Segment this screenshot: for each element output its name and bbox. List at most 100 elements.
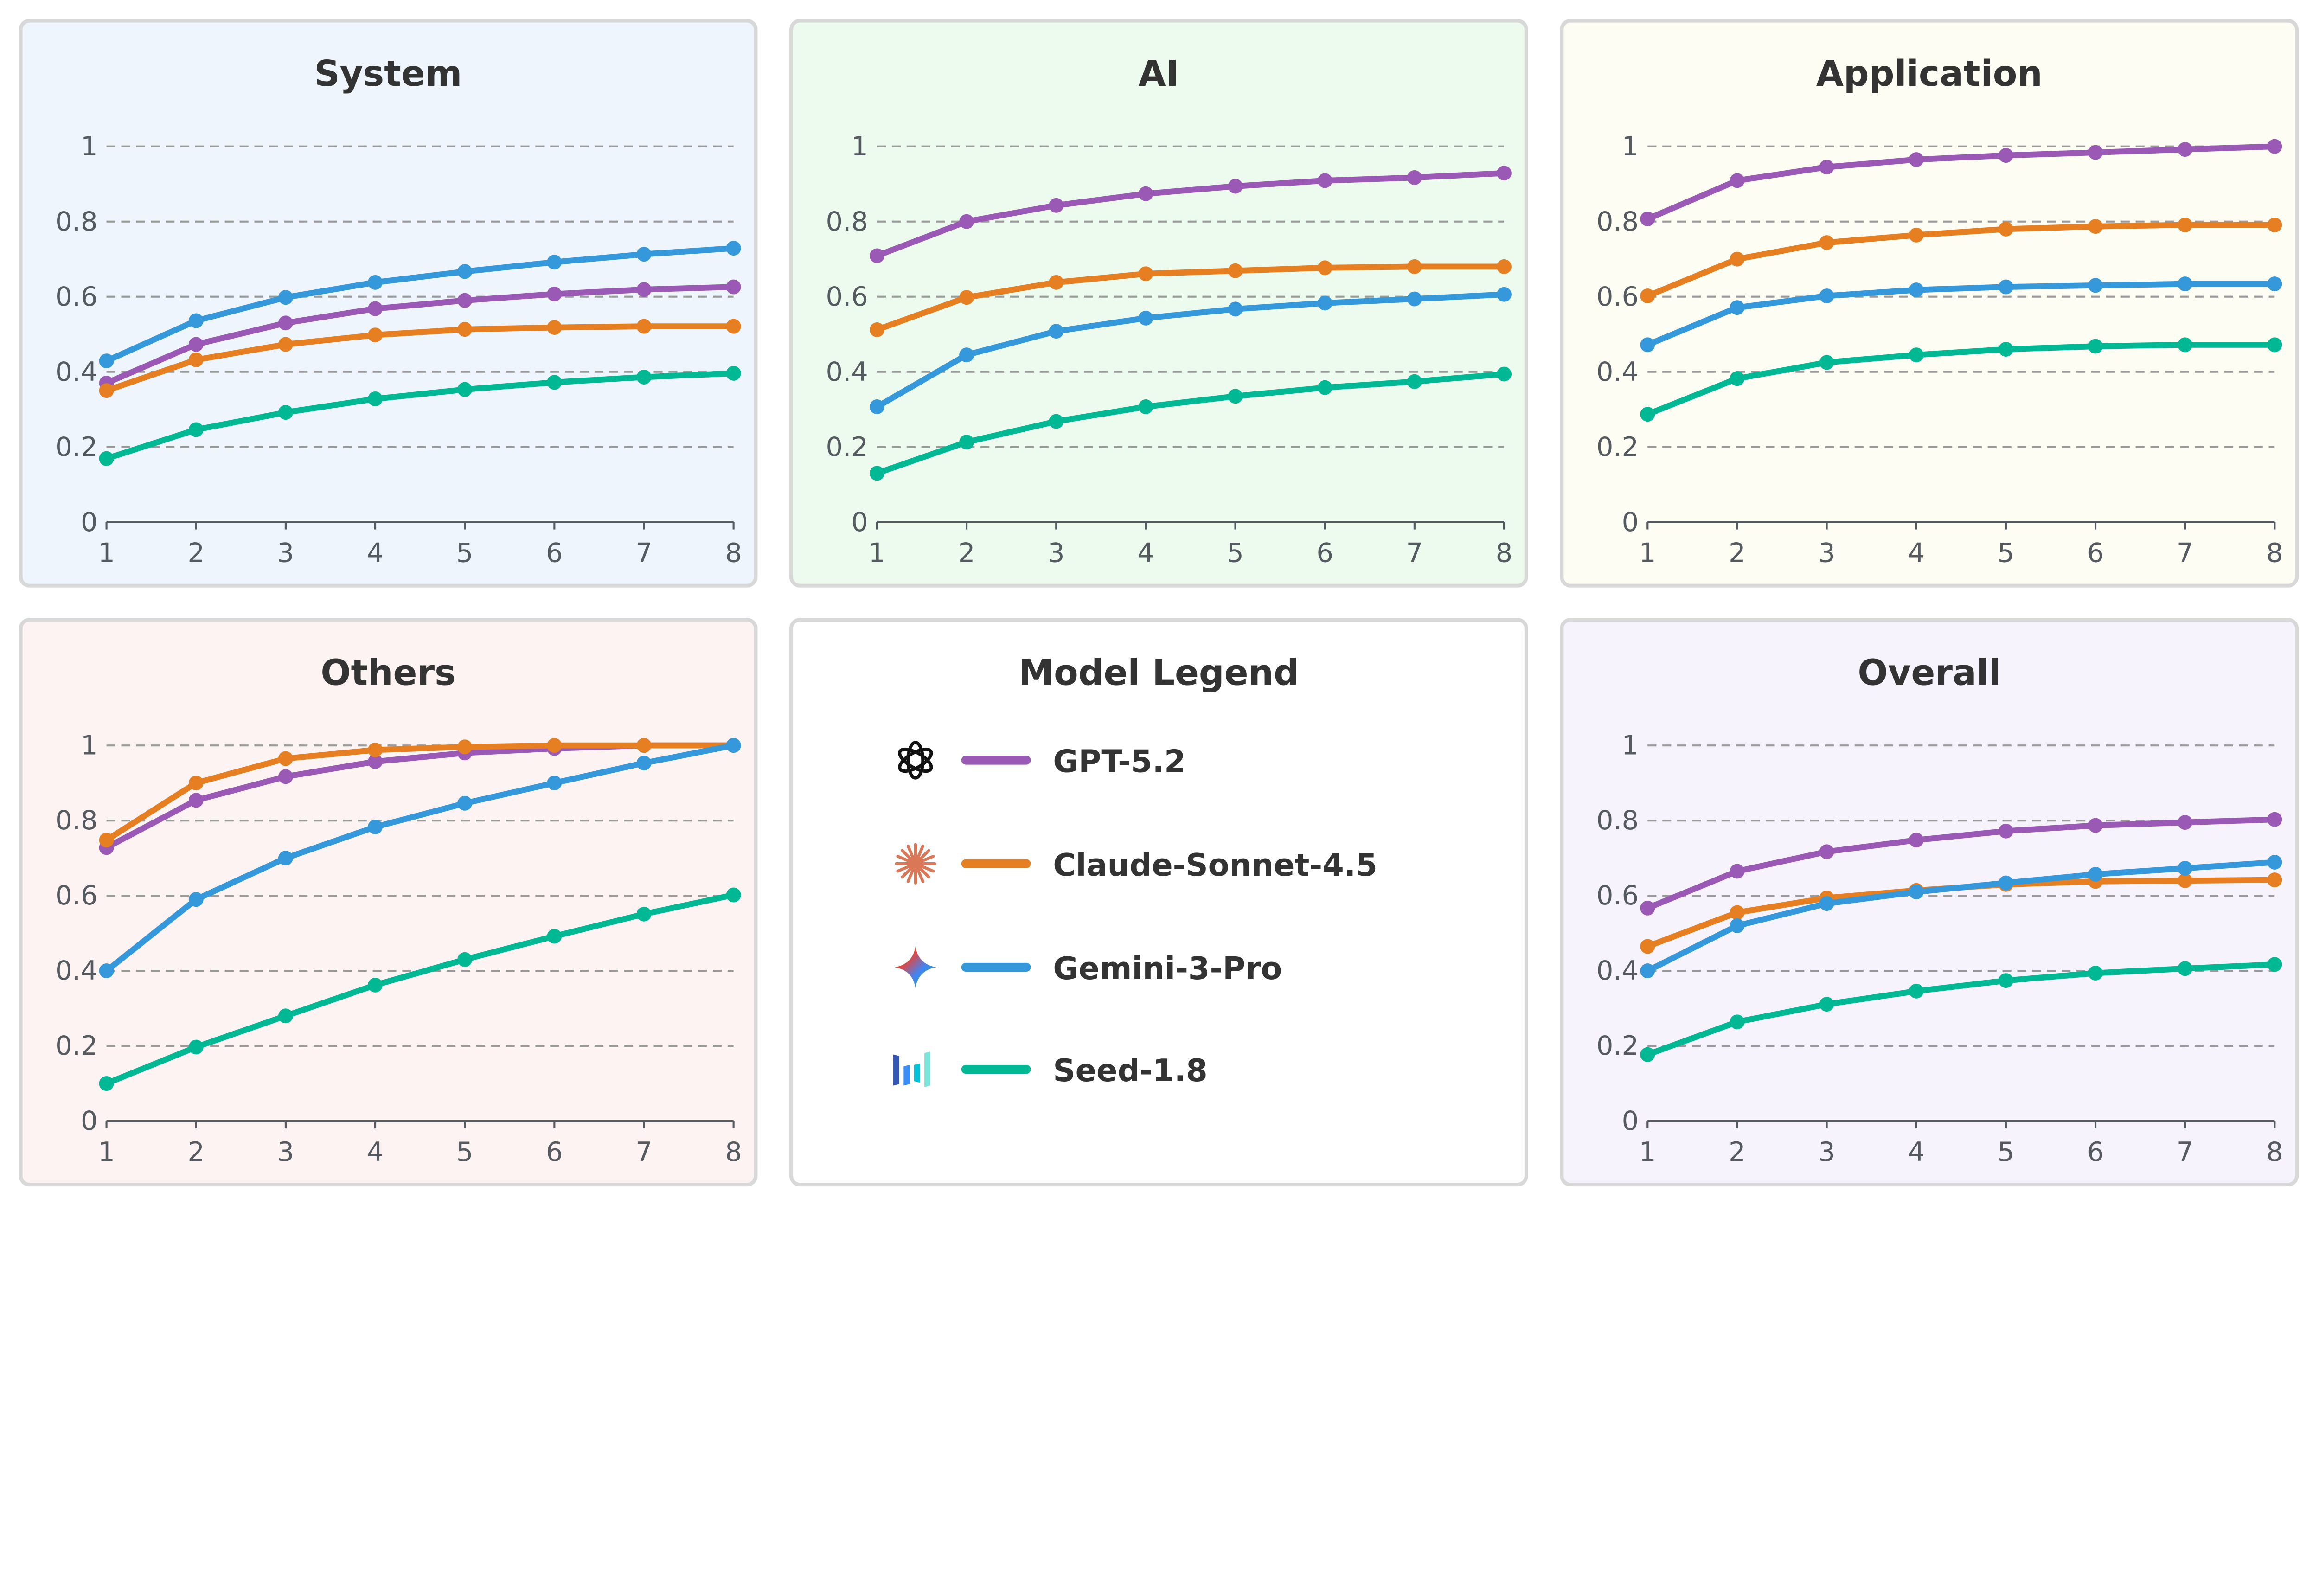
data-point-gemini-3-pro bbox=[368, 819, 383, 834]
data-point-claude-sonnet-4-5 bbox=[2267, 218, 2282, 232]
chart-title: System bbox=[314, 53, 462, 95]
data-point-gemini-3-pro bbox=[1998, 279, 2013, 295]
data-point-claude-sonnet-4-5 bbox=[1407, 259, 1422, 274]
x-tick-label: 5 bbox=[1998, 538, 2015, 569]
y-tick-label: 0.4 bbox=[55, 356, 97, 387]
data-point-claude-sonnet-4-5 bbox=[547, 320, 562, 335]
y-tick-label: 0 bbox=[1622, 506, 1639, 538]
data-point-seed-1-8 bbox=[1730, 371, 1745, 386]
data-point-seed-1-8 bbox=[2267, 957, 2282, 972]
legend-label-gemini: Gemini-3-Pro bbox=[1053, 950, 1282, 987]
figure: System 0 0.2 0.4 0.6 0.8 1 1 2 3 4 5 6 7 8 AI 0 0.2 0.4 0.6… bbox=[19, 19, 2299, 1187]
data-point-seed-1-8 bbox=[726, 887, 741, 903]
x-tick-label: 8 bbox=[2266, 538, 2283, 569]
data-point-seed-1-8 bbox=[1407, 374, 1422, 389]
x-tick-label: 6 bbox=[546, 538, 563, 569]
data-point-claude-sonnet-4-5 bbox=[1909, 227, 1924, 243]
data-point-gpt-5-2 bbox=[870, 248, 884, 263]
series-line-gpt-5-2 bbox=[876, 170, 1505, 259]
y-tick-label: 0.8 bbox=[1596, 805, 1639, 836]
data-point-gpt-5-2 bbox=[1407, 170, 1422, 185]
panel-bg bbox=[1560, 618, 2299, 1187]
data-point-seed-1-8 bbox=[2088, 966, 2103, 981]
x-tick-label: 7 bbox=[1406, 538, 1423, 569]
x-tick-label: 1 bbox=[869, 538, 886, 569]
data-point-seed-1-8 bbox=[457, 952, 473, 967]
y-tick-label: 1 bbox=[1622, 131, 1639, 162]
series-line-seed-1-8 bbox=[1646, 961, 2275, 1058]
series-line-seed-1-8 bbox=[105, 370, 734, 461]
data-point-gemini-3-pro bbox=[2178, 276, 2193, 292]
data-point-seed-1-8 bbox=[1138, 399, 1153, 414]
data-point-claude-sonnet-4-5 bbox=[1640, 288, 1655, 303]
x-tick-label: 4 bbox=[1908, 538, 1925, 569]
data-point-claude-sonnet-4-5 bbox=[959, 290, 974, 305]
series-line-gpt-5-2 bbox=[1646, 816, 2275, 911]
data-point-gpt-5-2 bbox=[547, 287, 562, 301]
data-point-claude-sonnet-4-5 bbox=[547, 738, 562, 753]
panel-bg bbox=[19, 618, 758, 1187]
x-tick-label: 6 bbox=[546, 1136, 563, 1167]
data-point-gpt-5-2 bbox=[188, 793, 204, 808]
data-point-seed-1-8 bbox=[959, 435, 974, 450]
legend-item-gpt: GPT-5.2 bbox=[898, 741, 1186, 780]
data-point-gemini-3-pro bbox=[547, 255, 562, 270]
data-point-gemini-3-pro bbox=[2178, 861, 2193, 876]
data-point-gemini-3-pro bbox=[2088, 278, 2103, 293]
chart-title: Overall bbox=[1858, 652, 2001, 693]
x-tick-label: 3 bbox=[277, 1136, 295, 1167]
chart-overall: Overall 0 0.2 0.4 0.6 0.8 1 1 2 3 4 5 6 7 8 bbox=[1560, 618, 2299, 1187]
y-tick-label: 0.2 bbox=[55, 1030, 97, 1061]
data-point-gemini-3-pro bbox=[2267, 276, 2282, 292]
data-point-gpt-5-2 bbox=[2178, 815, 2193, 830]
data-point-seed-1-8 bbox=[1317, 380, 1332, 395]
y-tick-label: 0.2 bbox=[1596, 1030, 1639, 1061]
series-line-gpt-5-2 bbox=[1646, 143, 2275, 222]
data-point-gpt-5-2 bbox=[1640, 900, 1655, 916]
y-tick-label: 0.2 bbox=[826, 431, 868, 462]
data-point-gemini-3-pro bbox=[726, 241, 741, 256]
data-point-seed-1-8 bbox=[636, 370, 652, 385]
x-tick-label: 8 bbox=[725, 538, 742, 569]
series-line-claude-sonnet-4-5 bbox=[876, 263, 1504, 333]
data-point-seed-1-8 bbox=[2267, 337, 2282, 353]
data-point-gpt-5-2 bbox=[1730, 864, 1745, 879]
x-tick-label: 6 bbox=[2087, 538, 2104, 569]
data-point-gemini-3-pro bbox=[1497, 287, 1512, 302]
data-point-claude-sonnet-4-5 bbox=[2178, 873, 2193, 888]
data-point-claude-sonnet-4-5 bbox=[1317, 260, 1332, 276]
data-point-seed-1-8 bbox=[2088, 339, 2103, 354]
data-point-seed-1-8 bbox=[636, 906, 652, 922]
data-point-gpt-5-2 bbox=[2088, 145, 2103, 160]
data-point-gemini-3-pro bbox=[2267, 855, 2282, 870]
x-tick-label: 1 bbox=[1639, 538, 1656, 569]
x-tick-label: 5 bbox=[456, 1136, 474, 1167]
y-tick-label: 0 bbox=[81, 506, 98, 538]
data-point-claude-sonnet-4-5 bbox=[1819, 235, 1834, 250]
x-tick-label: 1 bbox=[98, 538, 115, 569]
series-line-gemini-3-pro bbox=[104, 742, 734, 974]
y-tick-label: 0.4 bbox=[1596, 955, 1639, 986]
y-tick-label: 0.8 bbox=[55, 206, 97, 237]
data-point-gemini-3-pro bbox=[1317, 295, 1332, 311]
x-tick-label: 8 bbox=[1496, 538, 1513, 569]
data-point-gpt-5-2 bbox=[726, 279, 741, 295]
x-tick-label: 7 bbox=[2177, 1136, 2194, 1167]
series-line-gemini-3-pro bbox=[875, 291, 1505, 410]
data-point-seed-1-8 bbox=[278, 405, 293, 420]
data-point-gpt-5-2 bbox=[1998, 148, 2013, 163]
data-point-claude-sonnet-4-5 bbox=[368, 327, 383, 343]
data-point-claude-sonnet-4-5 bbox=[1049, 275, 1064, 290]
data-point-gemini-3-pro bbox=[99, 353, 114, 369]
x-tick-label: 8 bbox=[2266, 1136, 2283, 1167]
data-point-claude-sonnet-4-5 bbox=[636, 738, 652, 753]
data-point-gpt-5-2 bbox=[2267, 139, 2282, 154]
claude-logo-icon bbox=[895, 843, 936, 885]
panel-bg bbox=[789, 19, 1528, 588]
data-point-gemini-3-pro bbox=[1640, 963, 1655, 979]
data-point-gpt-5-2 bbox=[278, 769, 293, 784]
x-tick-label: 5 bbox=[1998, 1136, 2015, 1167]
data-point-gemini-3-pro bbox=[1998, 875, 2013, 891]
x-tick-label: 4 bbox=[367, 1136, 384, 1167]
y-tick-label: 1 bbox=[81, 131, 98, 162]
